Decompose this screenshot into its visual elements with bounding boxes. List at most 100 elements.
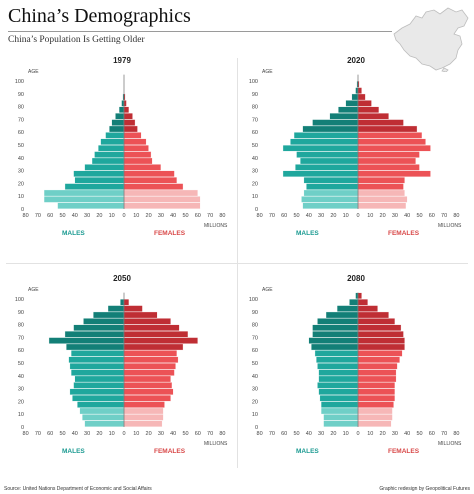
x-tick-label: 60 [195,431,201,437]
y-tick-label: 60 [252,130,258,136]
male-bar-90-94 [355,87,359,94]
females-label: FEMALES [388,230,420,237]
x-tick-label: 80 [23,213,29,219]
female-bar-25-29 [123,170,175,178]
x-tick-label: 70 [207,431,213,437]
y-tick-label: 90 [252,310,258,316]
male-bar-75-79 [338,106,359,114]
male-bar-55-59 [293,132,359,139]
female-bar-60-64 [123,343,184,351]
female-bar-25-29 [357,170,431,178]
male-bar-10-14 [43,189,125,197]
y-tick-label: 50 [252,361,258,367]
female-bar-0-4 [123,420,163,428]
pyramid-panel-1979: 1979 AGE MILLIONS MALES FEMALES 0 10 20 30 4… [6,56,238,271]
female-bar-25-29 [123,388,174,396]
y-tick-label: 100 [15,79,24,85]
y-tick-label: 30 [18,169,24,175]
y-tick-label: 50 [18,143,24,149]
x-tick-label: 80 [219,213,225,219]
y-tick-label: 50 [18,361,24,367]
female-bar-40-44 [357,151,420,158]
male-bar-40-44 [296,151,359,158]
x-tick-label: 20 [96,431,102,437]
female-bar-75-79 [123,106,130,114]
male-bar-80-84 [83,318,125,325]
male-bar-40-44 [318,369,359,376]
y-tick-label: 10 [18,194,24,200]
male-bar-45-49 [97,144,125,152]
female-bar-90-94 [123,305,143,312]
male-bar-15-19 [306,183,359,190]
x-tick-label: 60 [195,213,201,219]
y-tick-label: 0 [255,207,258,213]
source-note: Source: United Nations Department of Eco… [4,486,152,492]
male-bar-30-34 [295,164,359,171]
x-tick-label: 80 [23,431,29,437]
grid-divider-horizontal [6,263,468,264]
male-bar-20-24 [303,176,359,184]
y-tick-label: 30 [252,387,258,393]
female-bar-50-54 [123,356,179,364]
female-bar-40-44 [357,369,397,376]
female-bar-65-69 [123,337,198,344]
male-bar-10-14 [303,189,359,197]
male-bar-45-49 [317,362,359,370]
male-bar-45-49 [69,362,125,370]
y-tick-label: 90 [18,310,24,316]
female-bar-60-64 [357,343,405,351]
female-bar-5-9 [123,414,164,421]
male-bar-20-24 [74,176,125,184]
female-bar-10-14 [123,407,164,415]
y-tick-label: 70 [252,335,258,341]
female-bar-75-79 [123,324,180,332]
chart-title: 2080 [347,274,365,283]
y-tick-label: 20 [18,399,24,405]
male-bar-30-34 [317,382,359,389]
male-bar-65-69 [312,119,359,126]
x-tick-label: 20 [330,431,336,437]
male-bar-100-104 [355,292,359,300]
y-tick-label: 60 [18,348,24,354]
female-bar-30-34 [357,164,420,171]
male-bar-40-44 [70,369,125,376]
male-bar-35-39 [91,157,125,165]
y-tick-label: 20 [18,181,24,187]
y-tick-label: 100 [249,79,258,85]
y-tick-label: 40 [252,156,258,162]
y-tick-label: 80 [18,323,24,329]
female-bar-55-59 [123,132,142,139]
male-bar-25-29 [73,170,125,178]
y-tick-label: 80 [252,323,258,329]
x-tick-label: 30 [318,431,324,437]
female-bar-95-99 [357,298,369,306]
x-tick-label: 30 [392,213,398,219]
male-bar-75-79 [312,324,359,332]
male-bar-5-9 [43,196,125,203]
x-tick-label: 80 [453,213,459,219]
female-bar-70-74 [123,330,189,338]
china-map-icon [393,7,469,72]
y-tick-label: 20 [252,181,258,187]
male-bar-70-74 [312,330,359,338]
female-bar-95-99 [123,298,130,306]
y-tick-label: 0 [21,425,24,431]
x-tick-label: 10 [133,213,139,219]
x-tick-label: 80 [219,431,225,437]
age-axis-title: AGE [262,69,273,75]
female-bar-55-59 [123,350,178,357]
x-tick-label: 40 [170,213,176,219]
female-bar-35-39 [123,157,153,165]
x-tick-label: 0 [356,213,359,219]
x-tick-label: 60 [281,431,287,437]
females-label: FEMALES [154,448,186,455]
male-bar-65-69 [111,119,125,126]
female-bar-80-84 [357,318,396,325]
female-bar-15-19 [357,183,404,190]
millions-axis-title: MILLIONS [438,223,462,229]
y-tick-label: 100 [249,297,258,303]
male-bar-0-4 [84,420,125,428]
x-tick-label: 40 [404,213,410,219]
